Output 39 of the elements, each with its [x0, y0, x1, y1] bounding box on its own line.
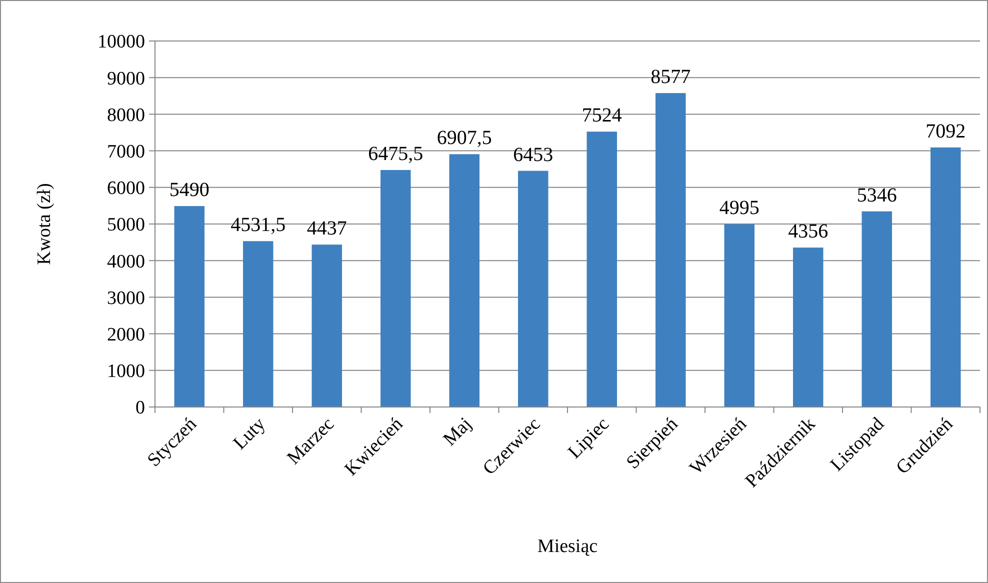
bar — [243, 241, 274, 407]
bar — [586, 132, 617, 407]
data-label: 5346 — [856, 184, 897, 206]
y-tick-label: 8000 — [107, 104, 145, 126]
x-tick-label: Maj — [439, 414, 476, 450]
data-label: 6907,5 — [436, 127, 492, 150]
bar — [174, 206, 204, 407]
bar — [793, 248, 824, 407]
y-tick-label: 0 — [136, 398, 145, 419]
y-tick-label: 5000 — [107, 214, 145, 236]
bar — [380, 170, 411, 407]
data-label: 6475,5 — [368, 142, 424, 165]
data-label: 8577 — [650, 66, 691, 88]
y-tick-label: 7000 — [107, 141, 145, 162]
data-label: 4531,5 — [230, 214, 286, 236]
y-tick-label: 6000 — [107, 178, 145, 200]
x-tick-label: Luty — [229, 413, 270, 454]
data-label: 4437 — [306, 218, 347, 240]
bar — [518, 170, 548, 407]
bar — [724, 224, 754, 407]
data-label: 4995 — [719, 197, 760, 220]
data-label: 6453 — [513, 144, 554, 166]
bar — [449, 154, 480, 407]
data-label: 7524 — [582, 104, 622, 127]
bar — [656, 93, 686, 407]
bar — [930, 147, 961, 407]
data-label: 5490 — [169, 179, 210, 202]
y-tick-label: 10000 — [98, 32, 145, 53]
bar — [312, 244, 342, 407]
y-axis-title: Kwota (zł) — [34, 183, 55, 265]
y-tick-label: 9000 — [107, 68, 145, 90]
y-tick-label: 3000 — [107, 288, 145, 309]
y-tick-label: 1000 — [107, 361, 145, 382]
y-tick-label: 2000 — [107, 324, 145, 346]
y-tick-label: 4000 — [107, 251, 145, 272]
data-label: 7092 — [926, 120, 966, 142]
data-label: 4356 — [788, 220, 828, 243]
bar — [862, 211, 892, 407]
x-axis-title: Miesiąc — [537, 536, 598, 557]
